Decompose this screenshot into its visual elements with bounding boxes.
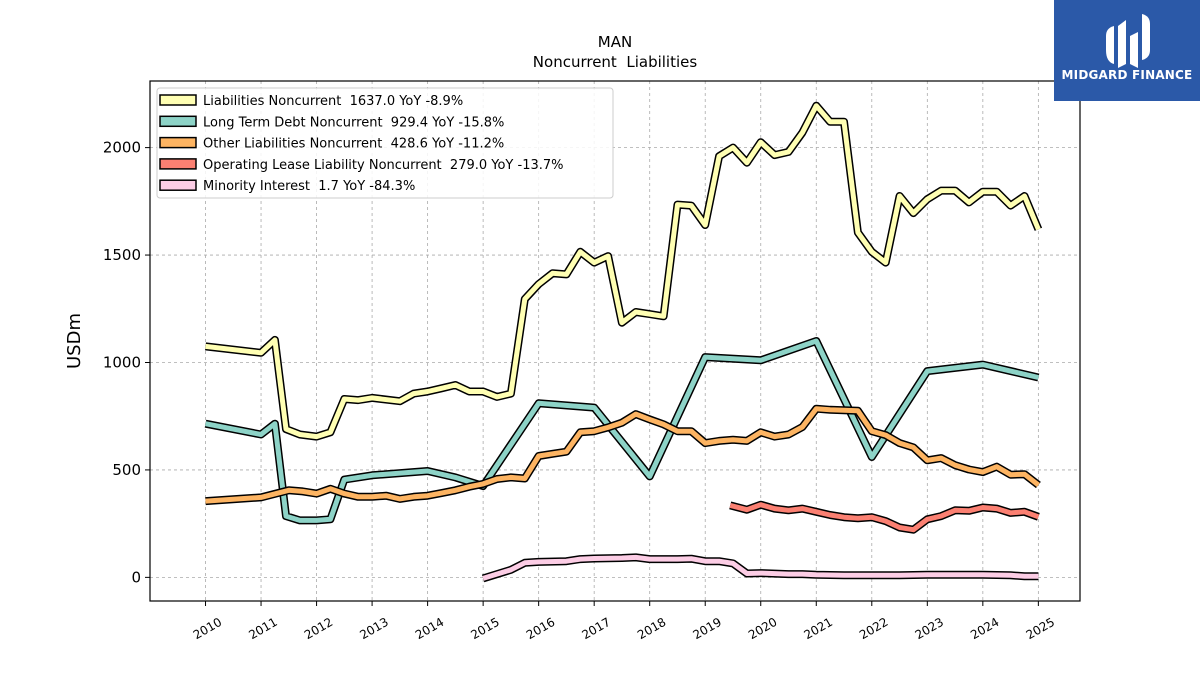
series-layer	[204, 101, 1043, 583]
x-tick-label: 2016	[524, 615, 557, 642]
series-line	[205, 404, 1041, 506]
series-line	[204, 337, 1040, 525]
legend-swatch	[159, 115, 197, 128]
series-line	[205, 101, 1043, 441]
series-stroke	[729, 502, 1040, 533]
x-tick-label: 2024	[968, 615, 1001, 642]
midgard-logo-icon	[1106, 14, 1150, 68]
x-tick-label: 2011	[246, 615, 279, 642]
y-axis-label: USDm	[64, 313, 85, 369]
series-stroke	[205, 406, 1040, 504]
legend-box	[156, 87, 614, 199]
x-tick-label: 2018	[635, 615, 668, 642]
legend-swatch	[159, 179, 197, 191]
x-tick-label: 2020	[746, 615, 779, 642]
legend-label: Long Term Debt Noncurrent 929.4 YoY -15.…	[203, 115, 504, 130]
plot-frame	[149, 80, 1081, 602]
legend-label: Liabilities Noncurrent 1637.0 YoY -8.9%	[203, 94, 463, 109]
legend-item: Other Liabilities Noncurrent 428.6 YoY -…	[159, 136, 504, 152]
y-tick-label: 500	[112, 461, 141, 479]
x-tick-label: 2015	[468, 615, 501, 642]
legend-swatch	[159, 158, 197, 170]
y-tick-label: 2000	[103, 139, 141, 157]
legend-item: Minority Interest 1.7 YoY -84.3%	[159, 179, 415, 194]
legend-swatch	[159, 136, 197, 149]
y-tick-label: 1000	[103, 353, 141, 371]
x-tick-label: 2025	[1024, 615, 1057, 642]
series-line	[481, 553, 1039, 583]
legend-item: Long Term Debt Noncurrent 929.4 YoY -15.…	[159, 115, 504, 130]
series-line	[729, 500, 1040, 534]
brand-name: MIDGARD FINANCE	[1061, 68, 1193, 82]
series-stroke	[205, 103, 1041, 440]
series-stroke	[482, 554, 1039, 581]
y-tick-label: 0	[131, 568, 141, 586]
legend-swatch	[159, 94, 197, 106]
series-stroke	[205, 338, 1039, 523]
x-tick-label: 2019	[690, 615, 723, 642]
y-tick-label: 1500	[103, 246, 141, 264]
y-axis: 0 500 1000 1500 2000	[103, 139, 150, 586]
x-tick-label: 2012	[302, 615, 335, 642]
legend-item: Operating Lease Liability Noncurrent 279…	[159, 158, 564, 173]
chart-title: MAN	[598, 33, 632, 51]
x-tick-label: 2014	[413, 615, 446, 642]
x-tick-label: 2022	[857, 615, 890, 642]
x-tick-label: 2010	[191, 615, 224, 642]
grid	[150, 81, 1080, 601]
x-axis: 2010 2011 2012 2013 2014 2015 2016 2017 2018 2019…	[191, 601, 1057, 642]
x-tick-label: 2017	[579, 615, 612, 642]
x-tick-label: 2023	[913, 615, 946, 642]
chart-subtitle: Noncurrent Liabilities	[533, 53, 698, 71]
legend-label: Minority Interest 1.7 YoY -84.3%	[203, 179, 415, 194]
legend: Liabilities Noncurrent 1637.0 YoY -8.9% L…	[156, 87, 614, 199]
x-tick-label: 2013	[357, 615, 390, 642]
legend-label: Operating Lease Liability Noncurrent 279…	[203, 158, 564, 173]
brand-logo: MIDGARD FINANCE	[1054, 0, 1200, 101]
x-tick-label: 2021	[802, 615, 835, 642]
legend-item: Liabilities Noncurrent 1637.0 YoY -8.9%	[159, 94, 463, 109]
legend-label: Other Liabilities Noncurrent 428.6 YoY -…	[203, 137, 504, 152]
